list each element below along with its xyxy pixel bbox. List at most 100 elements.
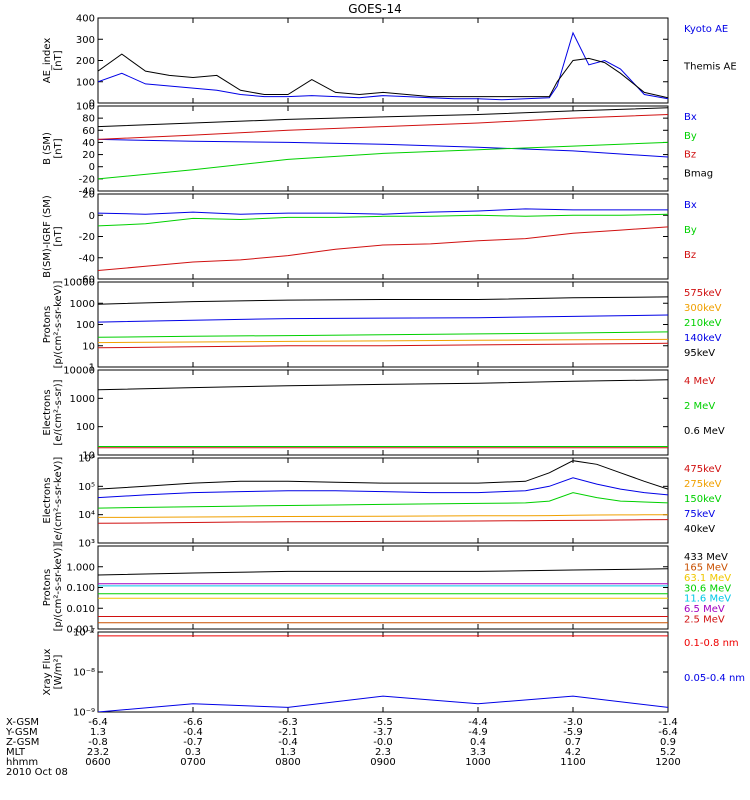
ephemeris-value: -2.1 xyxy=(278,727,298,738)
y-tick-label: 1000 xyxy=(70,299,95,310)
y-tick-label: 20 xyxy=(82,190,95,201)
ephemeris-label: X-GSM xyxy=(6,717,39,728)
y-tick-label: 100 xyxy=(76,102,95,113)
y-tick-label: 0 xyxy=(89,162,95,173)
legend-entry: By xyxy=(684,225,697,236)
ephemeris-label: Y-GSM xyxy=(5,727,38,738)
series-line xyxy=(98,138,668,158)
legend-entry: 210keV xyxy=(684,318,722,329)
legend-entry: 140keV xyxy=(684,333,722,344)
panel-xray: 10⁻⁹ 10⁻⁸ 10⁻⁷ Xray Flux [W/m²] 0.1-0.8 nm 0.0… xyxy=(42,628,745,719)
ephemeris-value: -3.7 xyxy=(373,727,393,738)
y-tick-label: 10⁵ xyxy=(78,482,95,493)
legend-entry: 433 MeV xyxy=(684,552,728,563)
legend-entry: 11.6 MeV xyxy=(684,594,731,605)
legend-entry: 2.5 MeV xyxy=(684,615,725,626)
series-line xyxy=(98,492,668,509)
legend-entry: 0.6 MeV xyxy=(684,426,725,437)
legend-entry: 2 MeV xyxy=(684,401,715,412)
legend-entry: 575keV xyxy=(684,288,722,299)
ephemeris-value: 0900 xyxy=(370,757,395,768)
legend-entry: Bmag xyxy=(684,168,713,179)
y-axis-label: [p/(cm²-s-sr-keV)] xyxy=(53,281,64,369)
series-line xyxy=(98,695,668,712)
legend-entry: Themis AE xyxy=(683,62,737,73)
ephemeris-value: 0800 xyxy=(275,757,300,768)
panels: 0 100 200 300 400 AE_index [nT] Kyoto AE Themis … xyxy=(42,14,745,719)
y-tick-label: 10⁶ xyxy=(78,454,95,465)
y-tick-label: 100 xyxy=(76,422,95,433)
y-axis-label: [nT] xyxy=(53,50,64,70)
legend-entry: 4 MeV xyxy=(684,376,715,387)
series-line xyxy=(98,208,668,215)
ephemeris-value: 3.3 xyxy=(470,747,486,758)
y-tick-label: -20 xyxy=(79,232,95,243)
ephemeris-value: 1.3 xyxy=(90,727,106,738)
y-tick-label: 60 xyxy=(82,126,95,137)
series-line xyxy=(98,342,668,349)
ephemeris-value: 0600 xyxy=(85,757,110,768)
series-line xyxy=(98,379,668,391)
chart-title: GOES-14 xyxy=(348,2,402,16)
legend-entry: 0.05-0.4 nm xyxy=(684,673,745,684)
series-line xyxy=(98,314,668,323)
legend-entry: 6.5 MeV xyxy=(684,604,725,615)
ephemeris-label: hhmm xyxy=(6,757,38,768)
series-line xyxy=(98,338,668,344)
series-line xyxy=(98,226,668,271)
y-axis-label: [e/(cm²-s-sr)] xyxy=(53,379,64,445)
y-axis-label: B(SM)-IGRF (SM) xyxy=(42,195,53,278)
ephemeris-value: 0.7 xyxy=(565,737,581,748)
y-axis-label: AE_index xyxy=(42,38,53,84)
y-tick-label: 0.100 xyxy=(66,583,95,594)
y-tick-label: 10⁻⁸ xyxy=(73,668,95,679)
series-line xyxy=(98,107,668,128)
y-tick-label: 100 xyxy=(76,77,95,88)
ephemeris-date: 2010 Oct 08 xyxy=(6,767,68,778)
y-tick-label: 1000 xyxy=(70,394,95,405)
ephemeris-value: -4.9 xyxy=(468,727,488,738)
legend-entry: Bz xyxy=(684,150,696,161)
y-axis-label: Xray Flux xyxy=(42,648,53,695)
panel-electrons_kev: 10³ 10⁴ 10⁵ 10⁶ Electrons [e/(cm²-s-sr-keV)] 4… xyxy=(42,454,722,550)
ephemeris-value: -1.4 xyxy=(658,717,678,728)
panel-frame xyxy=(97,369,669,456)
y-tick-label: 10⁻⁷ xyxy=(73,628,95,639)
series-line xyxy=(98,213,668,227)
y-tick-label: -40 xyxy=(79,187,95,198)
y-tick-label: 1.000 xyxy=(66,562,95,573)
y-tick-label: 0.001 xyxy=(66,625,95,636)
panel-frame xyxy=(97,193,669,280)
y-tick-label: 400 xyxy=(76,14,95,25)
ephemeris-value: -6.6 xyxy=(183,717,203,728)
series-line xyxy=(98,296,668,305)
ephemeris-value: -5.9 xyxy=(563,727,583,738)
legend-entry: Kyoto AE xyxy=(684,24,728,35)
y-tick-label: 20 xyxy=(82,150,95,161)
y-tick-label: 300 xyxy=(76,35,95,46)
legend-entry: By xyxy=(684,131,697,142)
y-axis-label: Electrons xyxy=(42,477,53,523)
y-tick-label: -40 xyxy=(79,253,95,264)
y-tick-label: 10 xyxy=(82,341,95,352)
y-tick-label: 10000 xyxy=(63,366,95,377)
ephemeris-value: -0.0 xyxy=(373,737,393,748)
ephemeris-value: 0.4 xyxy=(470,737,486,748)
y-tick-label: 0.010 xyxy=(66,604,95,615)
panel-protons_low: 1 10 100 1000 10000 Protons [p/(cm²-s-sr-keV)]… xyxy=(42,278,722,374)
y-tick-label: 100 xyxy=(76,320,95,331)
series-line xyxy=(98,477,668,499)
ephemeris-value: 0700 xyxy=(180,757,205,768)
legend-entry: Bz xyxy=(684,250,696,261)
ephemeris-value: -6.4 xyxy=(88,717,108,728)
y-tick-label: 200 xyxy=(76,56,95,67)
ephemeris-value: -0.4 xyxy=(183,727,203,738)
series-line xyxy=(98,31,668,101)
ephemeris-value: -3.0 xyxy=(563,717,583,728)
ephemeris-value: 0.3 xyxy=(185,747,201,758)
ephemeris-value: 4.2 xyxy=(565,747,581,758)
series-line xyxy=(98,141,668,180)
